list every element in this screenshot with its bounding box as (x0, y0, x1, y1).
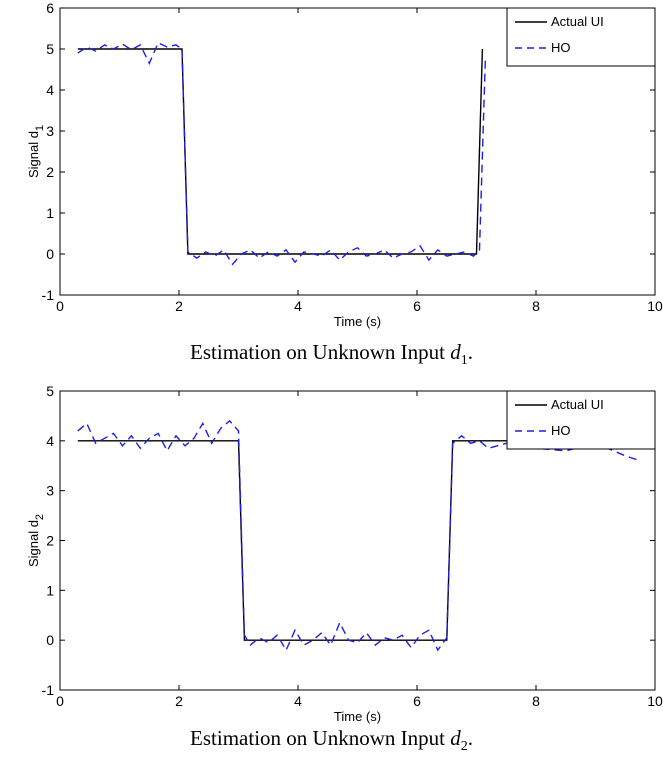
y-tick-label: 0 (46, 632, 54, 648)
x-tick-label: 8 (532, 693, 540, 709)
legend-box (506, 390, 656, 450)
x-tick-label: 4 (294, 298, 302, 314)
y-tick-label: 2 (46, 533, 54, 549)
y-axis-title-subscript: 2 (34, 514, 46, 520)
x-tick-label: 2 (175, 693, 183, 709)
y-tick-label: 1 (46, 582, 54, 598)
legend-label: Actual UI (551, 14, 604, 29)
y-tick-label: -1 (42, 287, 55, 303)
y-tick-label: 5 (46, 41, 54, 57)
caption-period: . (467, 726, 473, 750)
y-tick-label: 2 (46, 164, 54, 180)
x-tick-label: 10 (647, 693, 663, 709)
y-tick-label: 3 (46, 123, 54, 139)
x-tick-label: 0 (56, 693, 64, 709)
caption-text: Estimation on Unknown Input (190, 340, 451, 364)
x-tick-label: 2 (175, 298, 183, 314)
y-tick-label: 0 (46, 246, 54, 262)
y-axis-title: Signal d2 (26, 514, 46, 567)
y-axis-title: Signal d1 (26, 125, 46, 178)
chart-caption-d2: Estimation on Unknown Input d2. (0, 726, 663, 755)
series-actual-ui-line (77, 440, 641, 641)
chart-caption-d1: Estimation on Unknown Input d1. (0, 340, 663, 369)
y-tick-label: 3 (46, 483, 54, 499)
x-tick-label: 0 (56, 298, 64, 314)
caption-variable: d (450, 726, 461, 750)
legend-label: HO (551, 40, 571, 55)
chart-panel-d1: 0 2 4 6 8 10 -1 0 1 2 3 4 5 6 Time (s) Signal d1 Actual … (0, 0, 663, 384)
x-tick-label: 10 (647, 298, 663, 314)
y-axis-title-subscript: 1 (34, 125, 46, 131)
series-ho-line (77, 41, 487, 266)
caption-period: . (467, 340, 473, 364)
x-axis-title: Time (s) (334, 314, 381, 329)
y-tick-label: 4 (46, 82, 54, 98)
legend-label: Actual UI (551, 397, 604, 412)
y-axis-title-main: Signal d (26, 520, 41, 567)
x-tick-label: 6 (413, 298, 421, 314)
series-actual-ui-line (77, 48, 484, 255)
legend-box (506, 7, 656, 67)
plot-frame (59, 7, 656, 296)
caption-text: Estimation on Unknown Input (190, 726, 451, 750)
y-tick-label: 5 (46, 384, 54, 399)
caption-subscript: 2 (460, 739, 468, 755)
y-tick-label: 4 (46, 433, 54, 449)
x-tick-label: 6 (413, 693, 421, 709)
caption-subscript: 1 (460, 353, 468, 369)
chart-panel-d2: 0 2 4 6 8 10 -1 0 1 2 3 4 5 Time (s) Signal d2 Actual U… (0, 384, 663, 769)
y-tick-label: 1 (46, 205, 54, 221)
legend-label: HO (551, 423, 571, 438)
x-axis-title: Time (s) (334, 709, 381, 724)
y-tick-label: 6 (46, 0, 54, 16)
y-axis-title-main: Signal d (26, 131, 41, 178)
x-tick-label: 8 (532, 298, 540, 314)
caption-variable: d (450, 340, 461, 364)
x-tick-label: 4 (294, 693, 302, 709)
series-ho-line (77, 419, 641, 652)
y-tick-label: -1 (42, 682, 55, 698)
